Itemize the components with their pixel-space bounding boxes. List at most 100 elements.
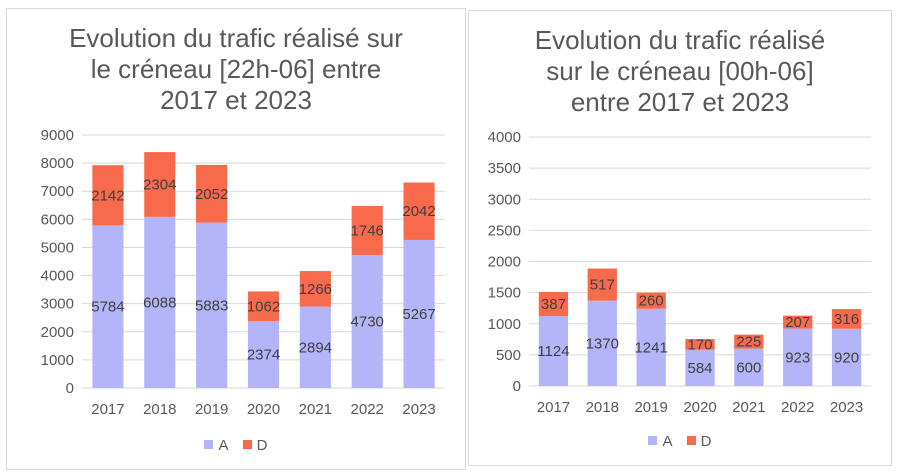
data-label: 1370 <box>586 335 619 352</box>
chart-panel-left: Evolution du trafic réalisé sur le créne… <box>6 8 466 470</box>
x-tick-label: 2017 <box>537 399 570 416</box>
bar-a <box>783 328 813 386</box>
bar-a <box>92 225 124 388</box>
y-tick-label: 1000 <box>488 316 521 333</box>
bar-a <box>144 216 176 388</box>
bar-a <box>734 348 764 386</box>
y-tick-label: 5000 <box>41 239 74 256</box>
x-tick-label: 2019 <box>195 401 228 418</box>
chart-title: Evolution du trafic réalisé sur le créne… <box>534 25 826 117</box>
bar-d <box>403 182 435 240</box>
y-tick-label: 0 <box>513 378 521 395</box>
data-label: 5784 <box>91 299 124 316</box>
data-label: 1124 <box>537 343 569 360</box>
legend-item-a: A <box>204 437 229 454</box>
data-label: 600 <box>736 359 761 376</box>
bar-d <box>538 291 569 317</box>
bar-d <box>299 271 331 307</box>
data-label: 225 <box>736 334 761 351</box>
data-label: 260 <box>639 293 664 310</box>
y-tick-label: 7000 <box>41 183 74 200</box>
bar-d <box>144 152 176 217</box>
bar-d <box>351 205 383 256</box>
bar-d <box>831 309 862 329</box>
bar-d <box>685 339 715 350</box>
data-label: 1241 <box>634 339 667 356</box>
y-tick-label: 2500 <box>488 222 521 239</box>
y-tick-label: 2000 <box>41 324 74 341</box>
x-tick-label: 2022 <box>781 399 814 416</box>
bar-d <box>587 268 617 301</box>
bar-d <box>92 165 124 226</box>
bar-a <box>299 306 331 388</box>
chart-title: Evolution du trafic réalisé sur le créne… <box>69 23 403 115</box>
bar-d <box>247 291 280 322</box>
data-label: 6088 <box>143 294 176 311</box>
data-label: 1062 <box>247 298 280 315</box>
data-label: 4730 <box>351 314 384 331</box>
data-label: 2042 <box>402 203 435 220</box>
y-tick-label: 0 <box>66 380 74 397</box>
bar-chart-right: 0 500 1000 1500 2000 2500 3000 3500 4000 1124 387 2… <box>488 129 871 416</box>
legend-label-a: A <box>662 433 673 450</box>
legend-swatch-d <box>242 440 252 449</box>
x-tick-label: 2021 <box>299 401 332 418</box>
y-tick-label: 6000 <box>41 211 74 228</box>
legend-label-d: D <box>700 433 712 450</box>
y-tick-label: 2000 <box>488 254 521 271</box>
x-tick-label: 2023 <box>830 399 863 416</box>
bar-d <box>636 292 666 309</box>
x-tick-label: 2017 <box>91 401 124 418</box>
legend-swatch-a <box>648 436 658 445</box>
bar-a <box>587 300 617 386</box>
data-label: 387 <box>541 296 566 313</box>
bar-a <box>538 316 569 386</box>
legend-swatch-a <box>204 440 214 449</box>
bar-chart-left: 0 1000 2000 3000 4000 5000 6000 7000 8000 9000 578… <box>41 127 445 418</box>
bar-a <box>636 308 666 386</box>
y-tick-label: 3000 <box>488 191 521 208</box>
data-label: 920 <box>834 349 859 366</box>
data-label: 170 <box>687 336 712 353</box>
data-label: 1746 <box>351 222 384 239</box>
y-tick-label: 500 <box>496 347 521 364</box>
data-label: 2374 <box>247 347 280 364</box>
data-label: 207 <box>785 314 810 331</box>
y-tick-label: 3000 <box>41 296 74 313</box>
bar-a <box>831 328 862 386</box>
chart-panel-right: Evolution du trafic réalisé sur le créne… <box>468 10 892 466</box>
x-tick-label: 2023 <box>402 401 435 418</box>
x-tick-label: 2018 <box>143 401 176 418</box>
y-tick-label: 1500 <box>488 285 521 302</box>
bar-d <box>196 164 228 223</box>
bar-a <box>351 255 383 388</box>
data-label: 517 <box>590 277 615 294</box>
y-tick-label: 9000 <box>41 127 74 144</box>
data-label: 2052 <box>195 186 228 203</box>
x-tick-label: 2018 <box>586 399 619 416</box>
x-tick-label: 2022 <box>351 401 384 418</box>
bar-d <box>734 334 764 349</box>
y-tick-label: 8000 <box>41 155 74 172</box>
y-tick-label: 1000 <box>41 352 74 369</box>
data-label: 2304 <box>143 176 176 193</box>
legend-label-a: A <box>218 437 229 454</box>
data-label: 923 <box>785 349 810 366</box>
legend-label-d: D <box>256 437 268 454</box>
legend: A D <box>469 433 891 450</box>
legend-item-d: D <box>686 433 712 450</box>
bar-d <box>783 315 813 329</box>
bar-a <box>247 321 280 388</box>
legend-item-d: D <box>242 437 268 454</box>
data-label: 5267 <box>402 306 435 323</box>
legend: A D <box>7 437 465 454</box>
data-label: 584 <box>687 360 712 377</box>
bar-a <box>403 239 435 388</box>
x-tick-label: 2020 <box>683 399 716 416</box>
y-tick-label: 4000 <box>488 129 521 146</box>
bar-a <box>196 222 228 388</box>
data-label: 316 <box>834 311 859 328</box>
y-tick-label: 3500 <box>488 160 521 177</box>
legend-item-a: A <box>648 433 673 450</box>
data-label: 5883 <box>195 297 228 314</box>
